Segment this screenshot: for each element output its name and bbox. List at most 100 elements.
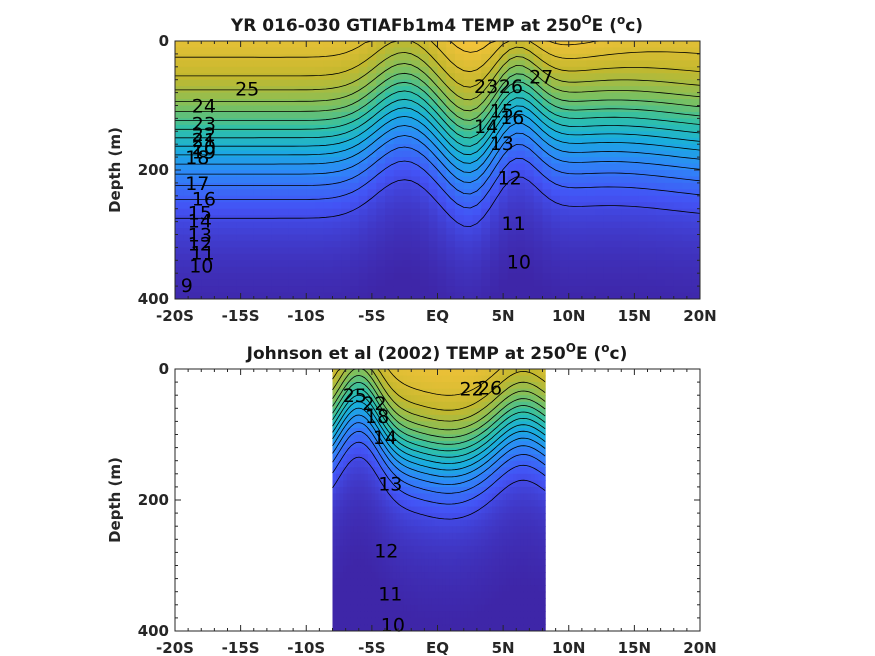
field-cell [431,578,436,586]
field-cell [541,401,546,409]
field-cell [595,286,605,294]
field-cell [673,60,684,68]
field-cell [402,208,412,216]
field-cell [396,624,401,631]
field-cell [341,41,351,49]
field-cell [375,467,380,475]
field-cell [491,539,497,547]
field-cell [612,221,622,229]
x-tick-label: -5S [358,307,385,325]
field-cell [520,486,525,495]
field-cell [210,292,220,299]
field-cell [420,189,430,197]
field-cell [341,53,351,61]
field-cell [502,572,507,580]
field-cell [481,382,486,390]
field-cell [414,473,419,481]
field-cell [410,545,415,553]
field-cell [375,624,380,631]
field-cell [414,532,419,540]
field-cell [442,454,447,462]
field-cell [271,234,281,242]
field-cell [245,131,255,139]
field-cell [332,421,337,429]
field-cell [452,388,458,396]
field-cell [621,215,631,223]
field-cell [399,604,404,612]
field-cell [420,279,430,287]
field-cell [336,473,341,481]
field-cell [350,66,360,74]
field-cell [435,545,440,553]
field-cell [364,604,369,612]
field-cell [367,493,373,501]
field-cell [463,545,468,553]
field-cell [438,617,443,626]
field-cell [638,118,649,126]
field-cell [509,421,514,429]
field-cell [376,111,386,119]
field-cell [389,414,394,422]
field-cell [332,539,337,547]
field-cell [376,144,386,152]
field-cell [530,565,536,573]
field-cell [438,611,443,619]
field-cell [323,292,334,299]
field-cell [346,598,351,606]
field-cell [357,552,362,560]
field-cell [376,202,386,210]
field-cell [442,558,447,567]
field-cell [376,53,386,61]
field-cell [513,460,518,468]
field-cell [630,79,640,87]
field-cell [350,611,355,619]
field-cell [586,53,596,61]
field-cell [399,414,404,422]
field-cell [507,118,517,126]
field-cell [691,215,700,223]
bottom-chart-title: Johnson et al (2002) TEMP at 250OE (oc) [246,341,628,364]
field-cell [406,532,412,540]
field-cell [638,157,649,165]
field-cell [509,414,514,422]
field-cell [595,208,605,216]
field-cell [470,414,475,422]
field-cell [350,427,355,436]
field-cell [399,467,404,475]
field-cell [463,447,468,455]
field-cell [490,202,500,210]
field-cell [403,382,408,390]
field-cell [442,382,447,390]
field-cell [520,539,525,547]
field-cell [346,467,351,475]
field-cell [527,506,532,514]
field-cell [218,92,229,100]
field-cell [357,526,362,534]
field-cell [523,441,528,449]
field-cell [411,118,421,126]
field-cell [530,519,536,527]
field-cell [435,500,440,508]
field-cell [577,111,587,119]
field-cell [612,189,622,197]
field-cell [516,79,526,87]
field-cell [332,41,342,49]
field-cell [341,118,351,126]
field-cell [445,578,451,586]
bottom-y-axis-label: Depth (m) [106,457,124,543]
field-cell [403,552,408,560]
field-cell [568,99,579,107]
field-cell [520,447,525,455]
field-cell [449,572,454,580]
field-cell [262,150,272,158]
field-cell [417,598,422,606]
field-cell [647,60,657,68]
field-cell [472,124,482,132]
field-cell [210,208,220,216]
field-cell [470,598,475,606]
field-cell [484,480,490,488]
field-cell [499,572,504,580]
field-cell [520,467,525,475]
field-cell [428,221,439,229]
field-cell [463,401,468,409]
